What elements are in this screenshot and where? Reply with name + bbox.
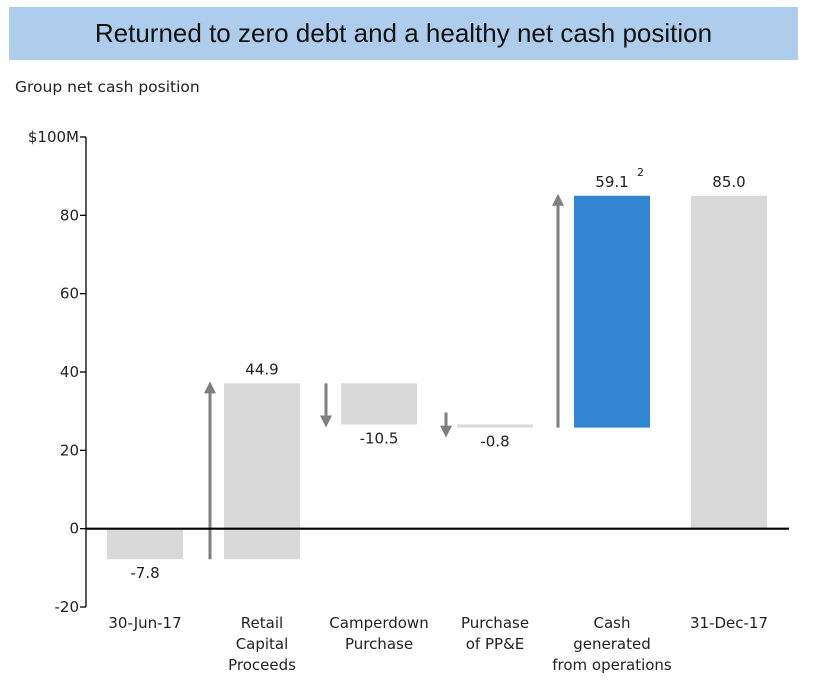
data-label-1: 44.9 — [245, 360, 278, 378]
bar-3 — [457, 424, 533, 428]
category-label-1-0: Retail — [241, 614, 283, 632]
y-tick-label-2: 20 — [60, 441, 79, 459]
data-label-0: -7.8 — [130, 564, 159, 582]
chart-marks: -7.8 44.9 -10.5 -0.8 59.1 2 85.0 -20 0 20 40 60 80 $1… — [28, 128, 789, 674]
category-label-4-2: from operations — [552, 656, 672, 674]
data-label-2: -10.5 — [360, 429, 399, 447]
y-tick-label-5: 80 — [60, 206, 79, 224]
data-label-footnote-4: 2 — [637, 166, 644, 179]
data-label-3: -0.8 — [480, 433, 509, 451]
category-label-1-1: Capital — [236, 635, 289, 653]
category-label-0-0: 30-Jun-17 — [108, 614, 181, 632]
bar-2 — [341, 383, 417, 425]
category-label-2-1: Purchase — [345, 635, 413, 653]
y-tick-label-3: 40 — [60, 363, 79, 381]
title-banner: Returned to zero debt and a healthy net … — [9, 7, 798, 60]
page-title: Returned to zero debt and a healthy net … — [94, 18, 713, 48]
category-label-5-0: 31-Dec-17 — [690, 614, 768, 632]
y-tick-label-6: $100M — [28, 128, 79, 146]
category-label-3-1: of PP&E — [466, 635, 525, 653]
category-label-4-0: Cash — [594, 614, 631, 632]
category-label-2-0: Camperdown — [329, 614, 428, 632]
category-label-4-1: generated — [573, 635, 650, 653]
category-label-1-2: Proceeds — [228, 656, 296, 674]
y-tick-label-0: -20 — [55, 598, 80, 616]
bar-5 — [691, 195, 767, 529]
bar-0 — [107, 528, 183, 560]
bar-4 — [574, 195, 650, 428]
data-label-5: 85.0 — [712, 173, 745, 191]
category-label-3-0: Purchase — [461, 614, 529, 632]
chart-subtitle: Group net cash position — [15, 78, 200, 96]
bar-1 — [224, 383, 300, 560]
y-tick-label-1: 0 — [69, 520, 79, 538]
y-tick-label-4: 60 — [60, 285, 79, 303]
data-label-4: 59.1 — [595, 173, 628, 191]
